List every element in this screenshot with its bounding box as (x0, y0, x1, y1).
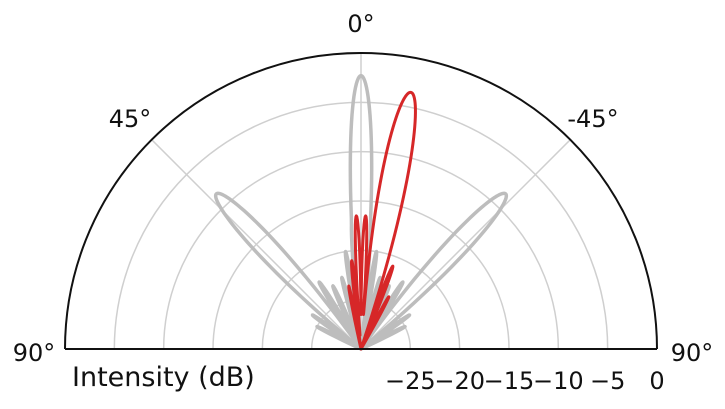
radial-tick-label: −25 (385, 367, 436, 395)
series-2-line (347, 90, 417, 351)
polar-frame (64, 52, 658, 350)
radial-tick-label: −5 (590, 367, 625, 395)
tick-labels: 90° 45° 0° -45° 90° −25−20−15−10 −5 0 (13, 10, 714, 395)
radial-tick-label: −15 (484, 367, 535, 395)
angular-gridline (360, 139, 571, 350)
angular-tick-label: 90° (13, 339, 56, 367)
radial-tick-label: −20 (434, 367, 485, 395)
series-1-line (213, 73, 509, 351)
radial-axis-title: Intensity (dB) (72, 362, 255, 393)
angular-tick-label: 90° (671, 339, 714, 367)
radial-tick-label: −10 (533, 367, 584, 395)
outer-boundary (64, 52, 658, 350)
angular-tick-label: -45° (567, 105, 618, 133)
angular-tick-label: 0° (347, 10, 374, 38)
radial-tick-label: 0 (649, 367, 664, 395)
series-layer (213, 73, 509, 351)
angular-gridline (151, 139, 362, 350)
angular-tick-label: 45° (109, 105, 152, 133)
